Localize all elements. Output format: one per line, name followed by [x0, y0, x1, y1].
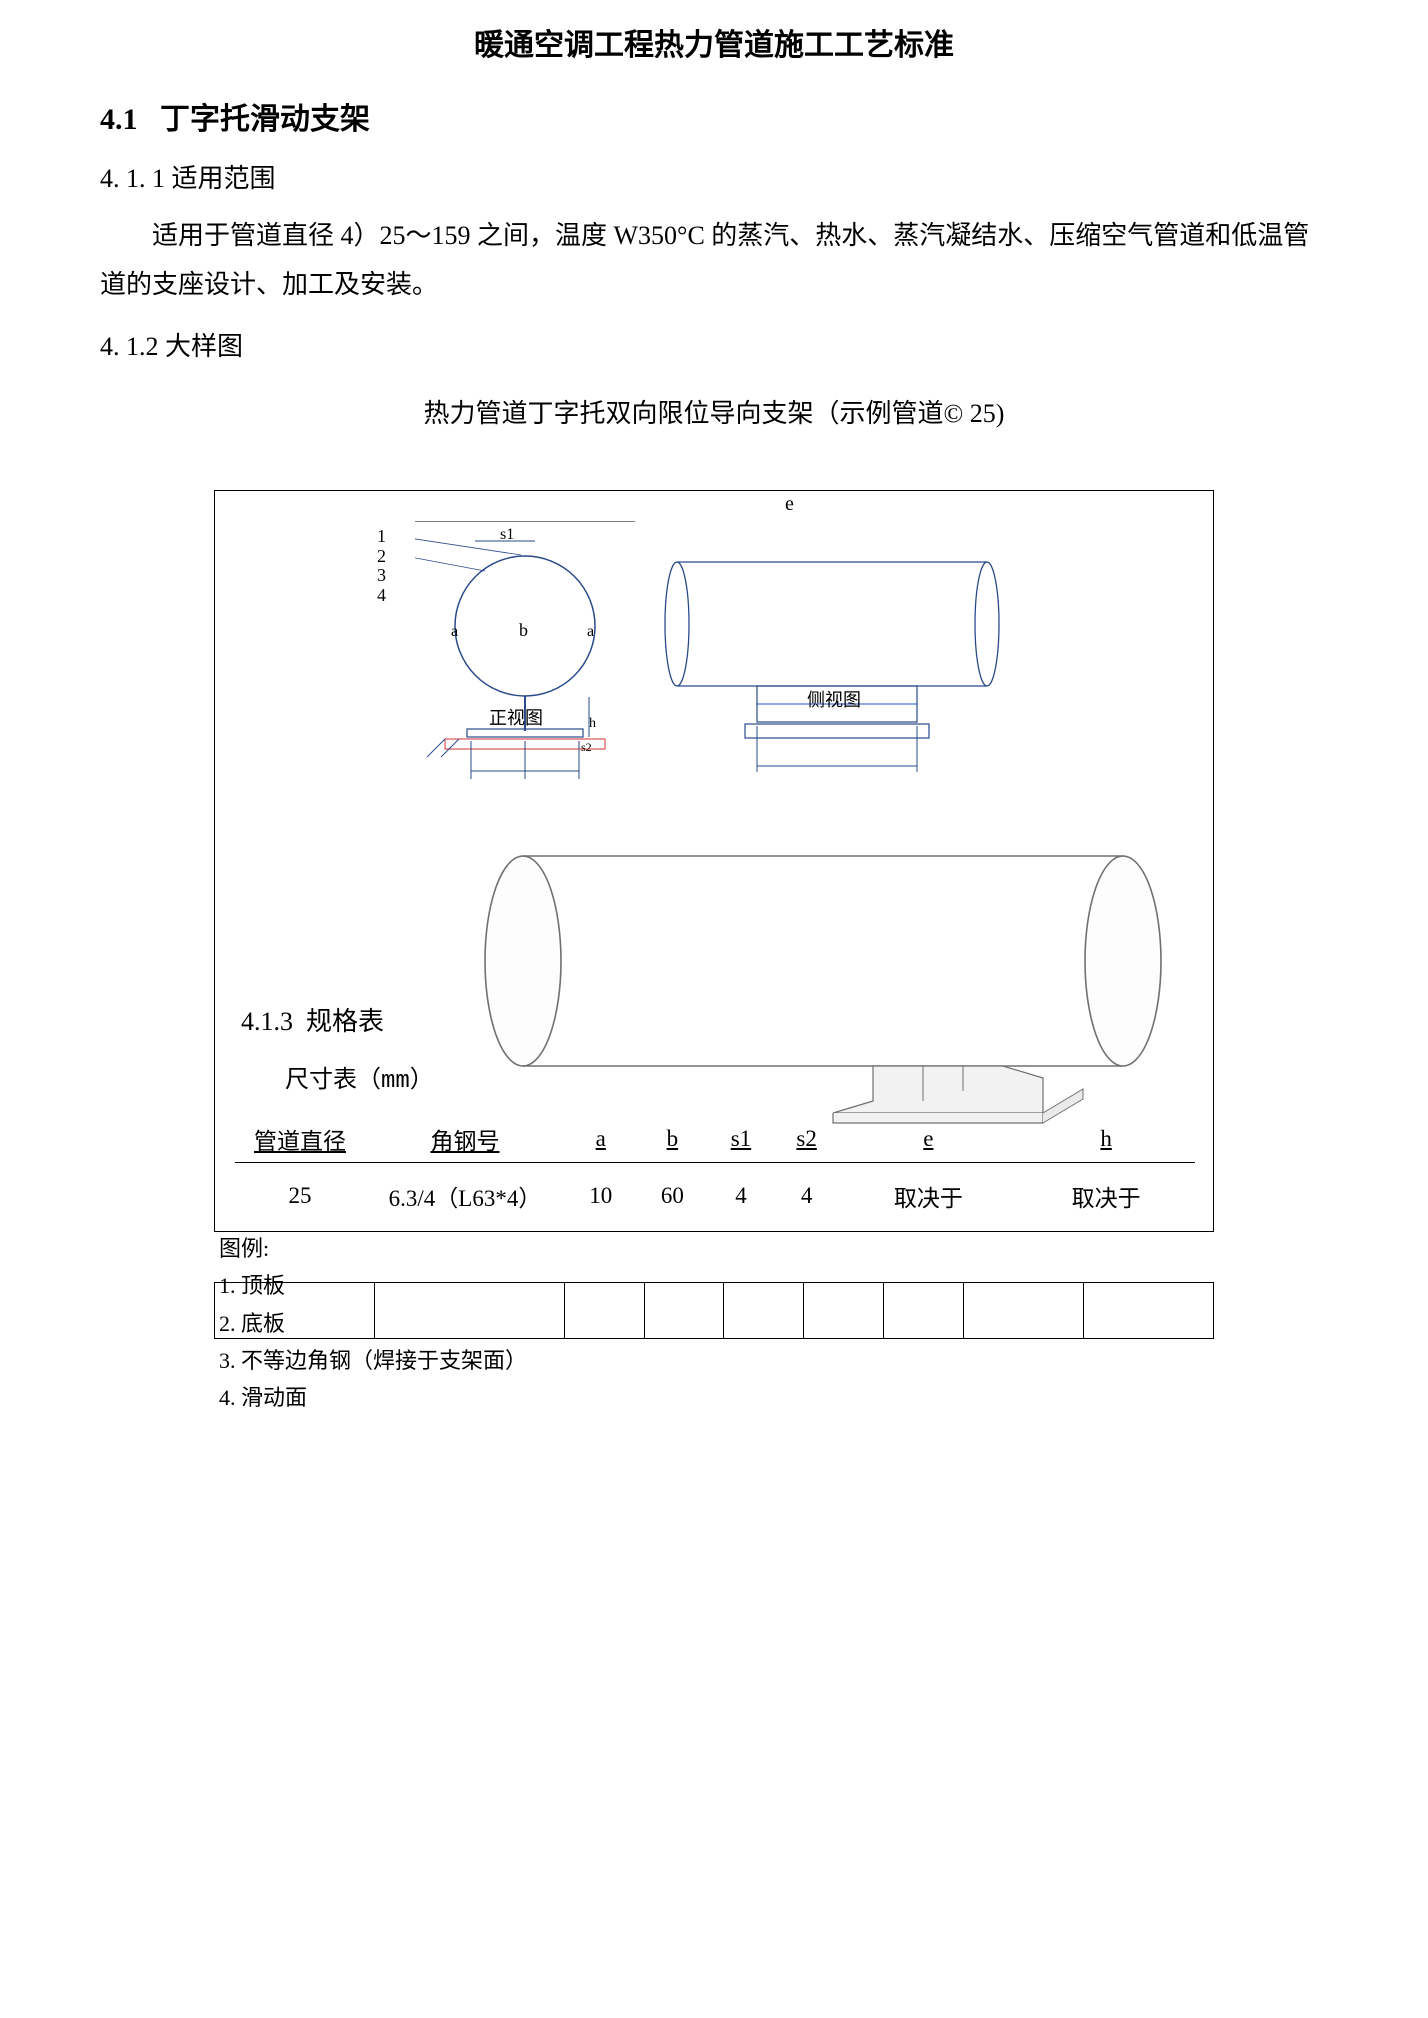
col-s2: s2 [774, 1116, 840, 1163]
section-number: 4.1 [100, 103, 138, 136]
col-angle: 角钢号 [365, 1116, 565, 1163]
empty-cell [564, 1282, 644, 1338]
col-a: a [565, 1116, 637, 1163]
dimension-caption: 尺寸表（mm） [285, 1059, 434, 1095]
spec-header-row: 管道直径 角钢号 a b s1 s2 e h [235, 1116, 1195, 1163]
diagram-bottom: 4.1.3 规格表 尺寸表（mm） 管道直径 角钢号 a b s1 s2 e h [225, 831, 1203, 1221]
cell-s1: 4 [708, 1162, 774, 1217]
cell-angle: 6.3/4（L63*4） [365, 1162, 565, 1217]
svg-text:s2: s2 [581, 740, 592, 754]
cell-diameter: 25 [235, 1162, 365, 1217]
section-name: 丁字托滑动支架 [160, 103, 370, 136]
svg-text:a: a [587, 623, 594, 640]
table-row: 25 6.3/4（L63*4） 10 60 4 4 取决于 取决于 [235, 1162, 1195, 1217]
index-4: 4 [377, 586, 386, 606]
cell-b: 60 [637, 1162, 709, 1217]
cell-s2: 4 [774, 1162, 840, 1217]
svg-text:b: b [519, 620, 528, 640]
legend-item-4: 4. 滑动面 [219, 1379, 527, 1416]
sub3-number: 4.1.3 [241, 1007, 293, 1036]
empty-cell [964, 1282, 1084, 1338]
sub1-name: 适用范围 [172, 164, 276, 193]
sub1-body: 适用于管道直径 4）25〜159 之间，温度 W350°C 的蒸汽、热水、蒸汽凝… [100, 211, 1328, 310]
empty-cell [1084, 1282, 1214, 1338]
e-label: e [785, 493, 794, 516]
col-b: b [637, 1116, 709, 1163]
svg-text:s1: s1 [500, 526, 514, 543]
side-view-icon: 侧视图 [657, 536, 1037, 816]
cell-a: 10 [565, 1162, 637, 1217]
pipe-3d-icon [403, 841, 1203, 1151]
index-stack: 1 2 3 4 [377, 527, 386, 606]
col-s1: s1 [708, 1116, 774, 1163]
legend-item-1: 1. 顶板 [219, 1267, 527, 1304]
section-heading: 4.1 丁字托滑动支架 [100, 94, 1328, 138]
empty-cell [724, 1282, 804, 1338]
sub1-number: 4. 1. 1 [100, 164, 165, 193]
sub2-number: 4. 1.2 [100, 332, 159, 361]
subsection-4-1-2: 4. 1.2 大样图 [100, 326, 1328, 363]
diagram-top-row: e 1 2 3 4 s1 a b a 正视图 [225, 501, 1203, 831]
col-h: h [1017, 1116, 1195, 1163]
legend: 图例: 1. 顶板 2. 底板 3. 不等边角钢（焊接于支架面） 4. 滑动面 [219, 1230, 527, 1417]
doc-title: 暖通空调工程热力管道施工工艺标准 [100, 20, 1328, 64]
figure-caption: 热力管道丁字托双向限位导向支架（示例管道© 25) [100, 393, 1328, 430]
empty-cell [644, 1282, 724, 1338]
svg-text:h: h [589, 716, 596, 731]
col-e: e [839, 1116, 1017, 1163]
subsection-4-1-3: 4.1.3 规格表 [241, 1001, 384, 1038]
index-2: 2 [377, 547, 386, 567]
diagram-container: e 1 2 3 4 s1 a b a 正视图 [214, 490, 1214, 1232]
svg-text:a: a [451, 623, 458, 640]
svg-text:侧视图: 侧视图 [807, 690, 861, 710]
legend-item-2: 2. 底板 [219, 1305, 527, 1342]
empty-cell [804, 1282, 884, 1338]
col-diameter: 管道直径 [235, 1116, 365, 1163]
front-view-icon: s1 a b a 正视图 s2 h [415, 521, 635, 811]
cell-e: 取决于 [839, 1162, 1017, 1217]
sub3-name: 规格表 [306, 1007, 384, 1036]
legend-item-3: 3. 不等边角钢（焊接于支架面） [219, 1342, 527, 1379]
spec-table: 管道直径 角钢号 a b s1 s2 e h 25 6.3/4（L63*4） 1… [235, 1116, 1195, 1217]
cell-h: 取决于 [1017, 1162, 1195, 1217]
index-3: 3 [377, 566, 386, 586]
legend-title: 图例: [219, 1230, 527, 1267]
sub2-name: 大样图 [165, 332, 243, 361]
empty-cell [884, 1282, 964, 1338]
subsection-4-1-1: 4. 1. 1 适用范围 [100, 158, 1328, 195]
index-1: 1 [377, 527, 386, 547]
svg-text:正视图: 正视图 [489, 708, 543, 728]
